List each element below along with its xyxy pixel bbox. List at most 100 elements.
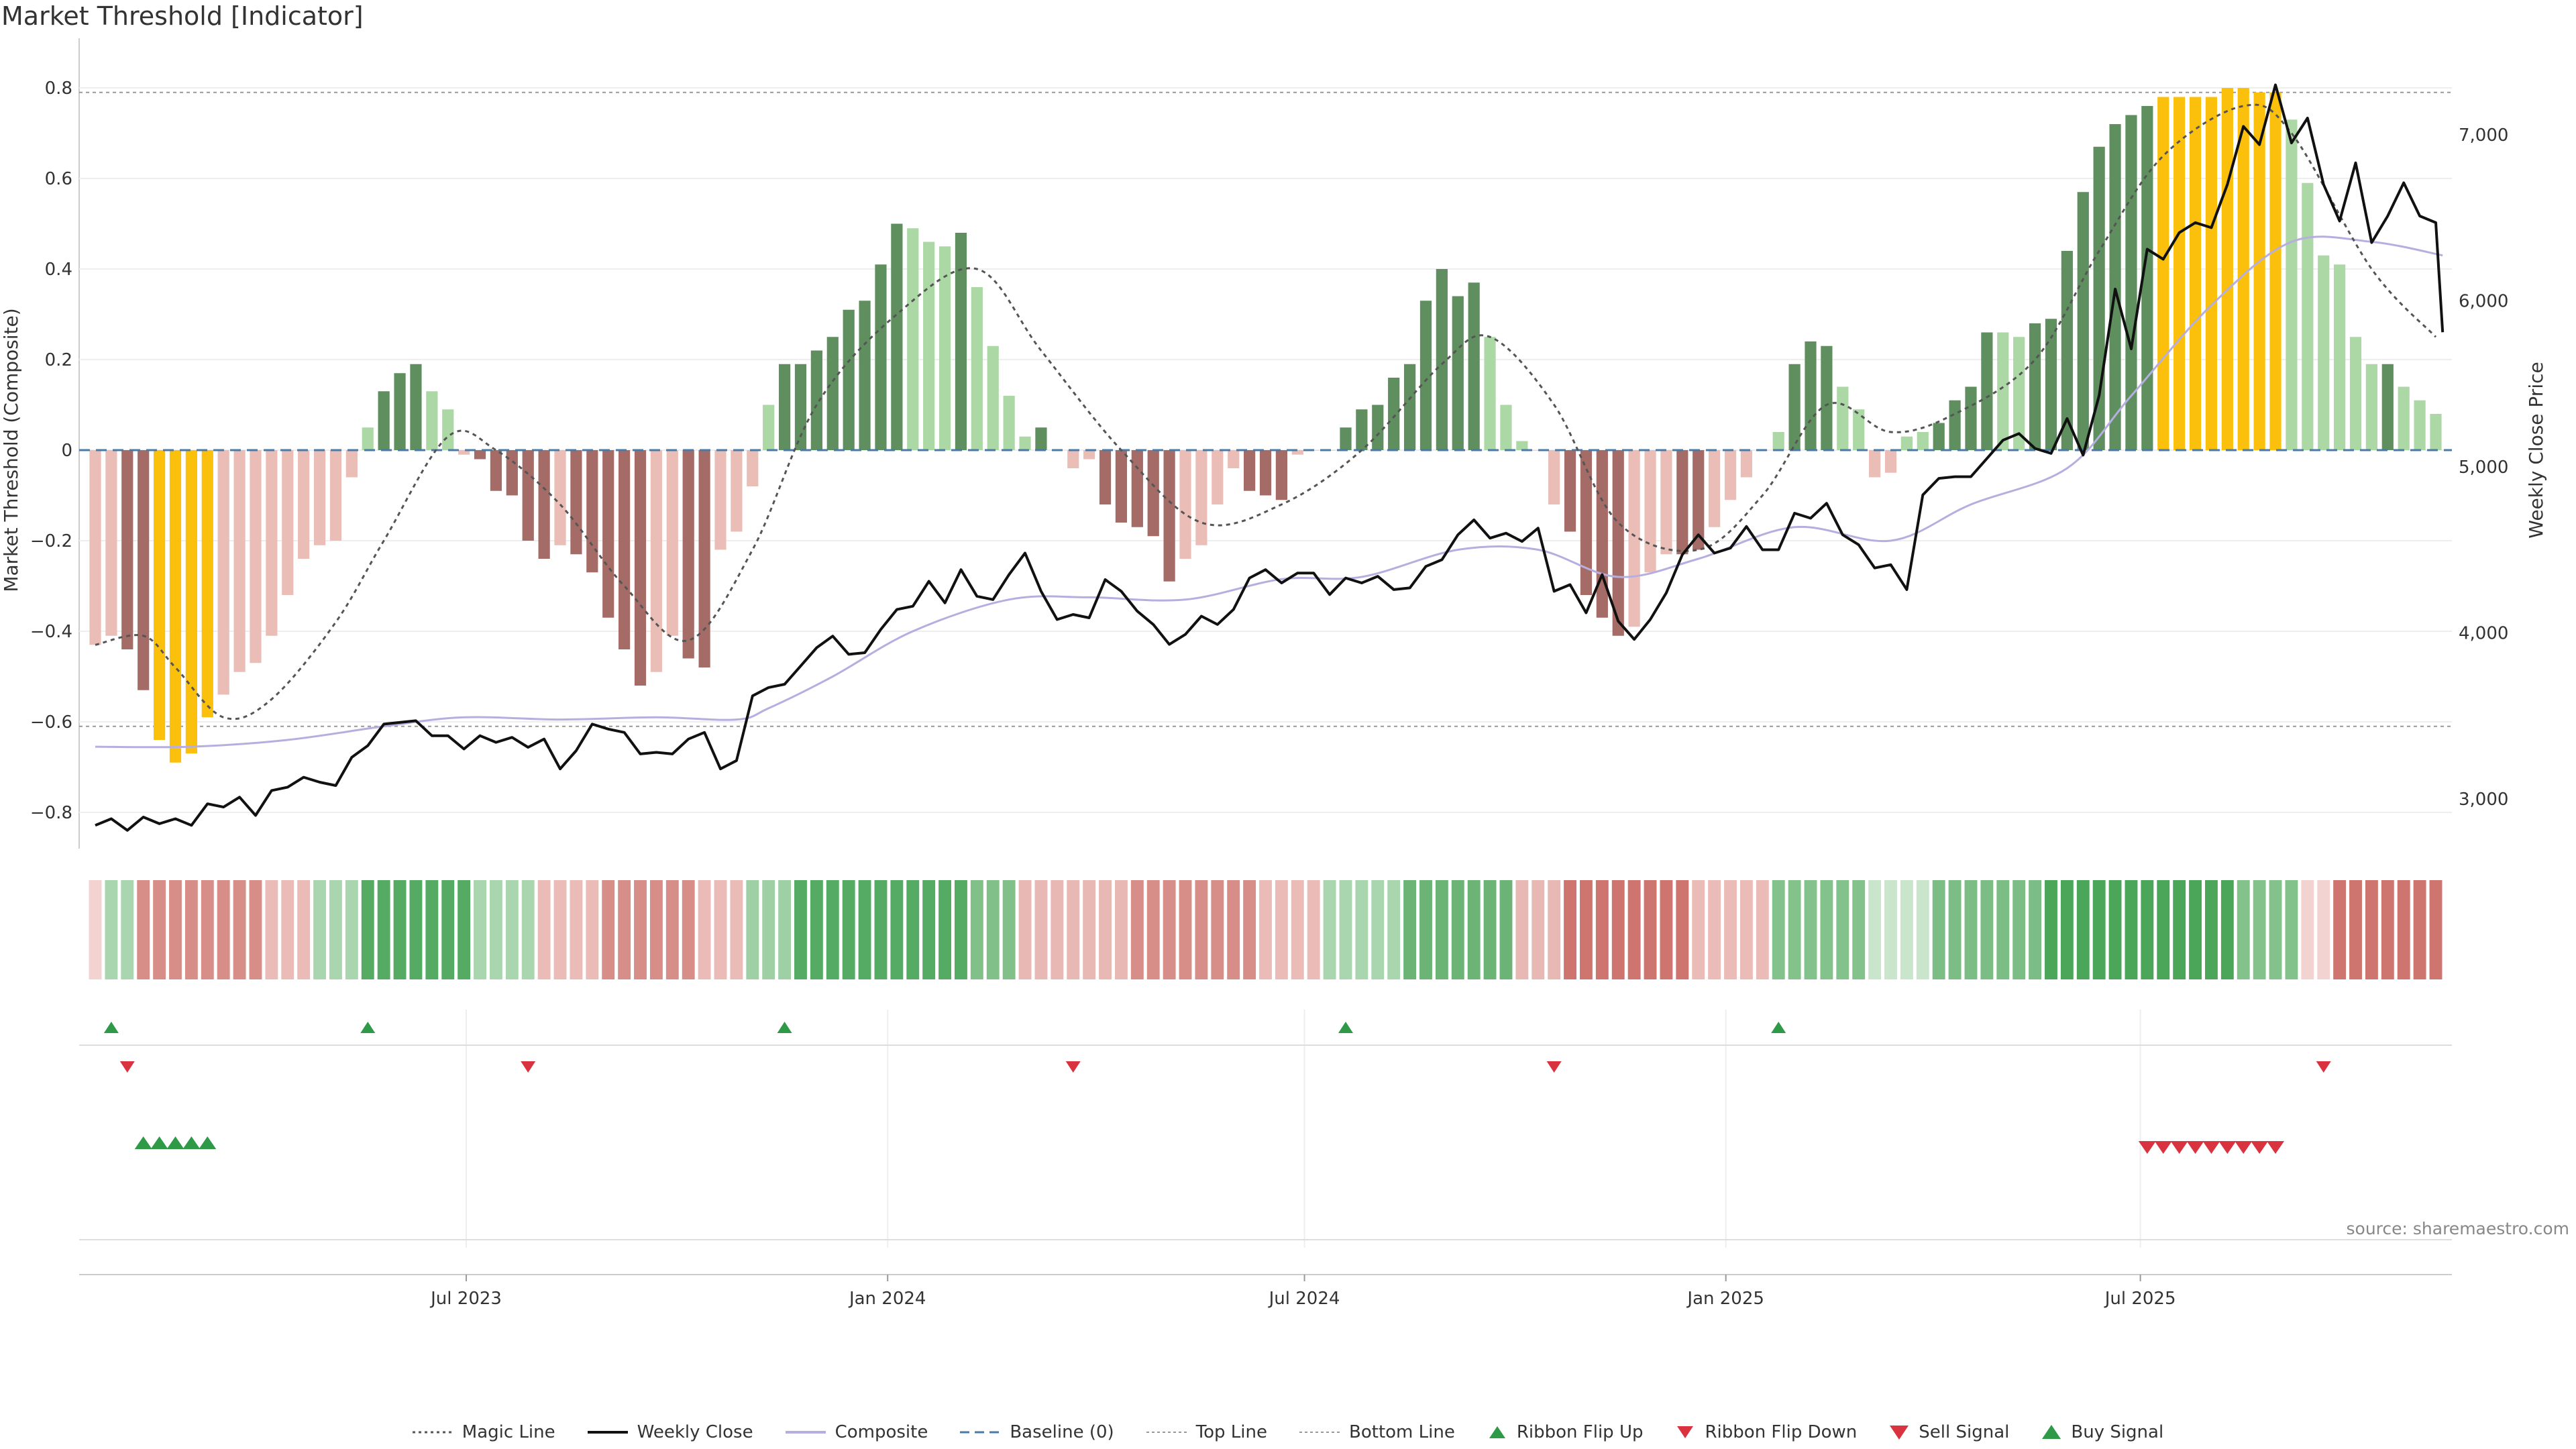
composite-bar xyxy=(2125,115,2137,450)
composite-bar xyxy=(282,450,294,595)
composite-bar xyxy=(442,409,454,450)
composite-bar xyxy=(602,450,614,618)
composite-bar xyxy=(1275,450,1288,500)
composite-bar xyxy=(217,450,229,695)
y-axis-label: Market Threshold (Composite) xyxy=(0,308,22,592)
composite-bar xyxy=(923,241,935,450)
composite-bar xyxy=(1131,450,1143,527)
y-tick-label: 0 xyxy=(61,441,72,461)
y-right-tick-label: 4,000 xyxy=(2459,623,2508,643)
composite-bar xyxy=(1884,450,1897,473)
ribbon-flip-down-marker xyxy=(1546,1061,1562,1073)
composite-bar xyxy=(474,450,486,460)
composite-bar xyxy=(1772,432,1784,450)
composite-bar xyxy=(522,450,534,541)
composite-bar xyxy=(1628,450,1640,627)
sell-signal-marker xyxy=(2267,1141,2285,1154)
composite-bar xyxy=(2365,364,2378,450)
composite-bar xyxy=(2109,124,2121,450)
composite-bar xyxy=(938,246,951,450)
ribbon-flip-down-marker xyxy=(1065,1061,1081,1073)
ribbon-segment xyxy=(1931,880,2043,979)
y-right-axis-label: Weekly Close Price xyxy=(2525,362,2547,538)
legend-label: Composite xyxy=(835,1422,928,1442)
composite-bar xyxy=(2093,146,2105,450)
ribbon-segment xyxy=(1017,880,1130,979)
ribbon-segment xyxy=(311,880,360,979)
composite-bar xyxy=(1644,450,1656,573)
magic-line xyxy=(95,103,2437,720)
composite-bar xyxy=(1900,436,1913,450)
y-tick-label: −0.6 xyxy=(30,712,72,733)
composite-bar xyxy=(2237,88,2249,450)
y-tick-label: −0.4 xyxy=(30,622,72,642)
composite-bar xyxy=(2013,337,2025,450)
x-tick-label: Jul 2023 xyxy=(429,1289,502,1309)
composite-bar xyxy=(201,450,213,718)
y-tick-label: −0.8 xyxy=(30,803,72,823)
composite-bar xyxy=(1195,450,1208,545)
composite-bar xyxy=(971,287,983,450)
composite-bar xyxy=(1821,345,1833,450)
light-dotted-line-icon xyxy=(1146,1432,1187,1433)
composite-bar xyxy=(394,373,406,450)
legend-item-weekly-close: Weekly Close xyxy=(587,1422,753,1442)
composite-bar xyxy=(1693,450,1705,550)
buy-signal-marker xyxy=(199,1136,217,1149)
ribbon-flip-up-marker xyxy=(1771,1022,1786,1033)
composite-bar xyxy=(619,450,631,649)
composite-bar xyxy=(2077,192,2089,450)
y-tick-label: 0.4 xyxy=(45,260,72,280)
ribbon-flip-up-marker xyxy=(1338,1022,1353,1033)
composite-bar xyxy=(250,450,262,663)
chart-title: Market Threshold [Indicator] xyxy=(1,1,364,31)
composite-bar xyxy=(1660,450,1672,555)
composite-bar xyxy=(2269,92,2282,450)
sell-signal-marker xyxy=(2218,1141,2237,1154)
composite-bar xyxy=(266,450,278,636)
composite-bar xyxy=(1724,450,1737,500)
composite-bar xyxy=(1243,450,1256,491)
composite-bar xyxy=(1788,364,1801,450)
composite-bar xyxy=(1388,378,1400,450)
composite-bar xyxy=(810,350,822,450)
composite-bar xyxy=(1853,409,1865,450)
y-tick-label: 0.8 xyxy=(45,78,72,99)
legend-label: Buy Signal xyxy=(2071,1422,2164,1442)
composite-bar xyxy=(1419,301,1432,450)
ribbon-segment xyxy=(744,880,793,979)
composite-bar xyxy=(2174,97,2186,450)
legend-label: Ribbon Flip Down xyxy=(1705,1422,1858,1442)
composite-bar xyxy=(2141,106,2153,450)
legend-label: Sell Signal xyxy=(1919,1422,2010,1442)
composite-bar xyxy=(698,450,710,667)
composite-bar xyxy=(1083,450,1095,460)
ribbon-segment xyxy=(792,880,969,979)
sell-signal-marker xyxy=(2186,1141,2204,1154)
composite-bar xyxy=(2029,323,2041,450)
y-right-tick-label: 7,000 xyxy=(2459,125,2508,146)
composite-bar xyxy=(185,450,197,754)
legend-item-sell-signal: Sell Signal xyxy=(1889,1422,2009,1442)
composite-bar xyxy=(2189,97,2202,450)
composite-bar xyxy=(1179,450,1191,559)
composite-bar xyxy=(1740,450,1753,478)
composite-bar xyxy=(778,364,791,450)
dotted-line-icon xyxy=(412,1431,453,1434)
composite-bar xyxy=(859,301,871,450)
composite-bar xyxy=(1532,450,1544,451)
composite-bar xyxy=(298,450,310,559)
composite-bar xyxy=(826,337,839,450)
legend-label: Bottom Line xyxy=(1349,1422,1455,1442)
composite-bar xyxy=(1468,282,1480,450)
ribbon-segment xyxy=(1322,880,1402,979)
ribbon-flip-up-marker xyxy=(360,1022,376,1033)
y-tick-label: 0.2 xyxy=(45,350,72,370)
composite-bar xyxy=(1484,337,1496,450)
ribbon-segment xyxy=(2331,880,2444,979)
composite-bar xyxy=(907,228,919,450)
composite-bar xyxy=(987,345,999,450)
composite-bar xyxy=(1981,332,1993,450)
weekly-close-line xyxy=(95,83,2445,832)
sell-signal-marker xyxy=(2138,1141,2156,1154)
